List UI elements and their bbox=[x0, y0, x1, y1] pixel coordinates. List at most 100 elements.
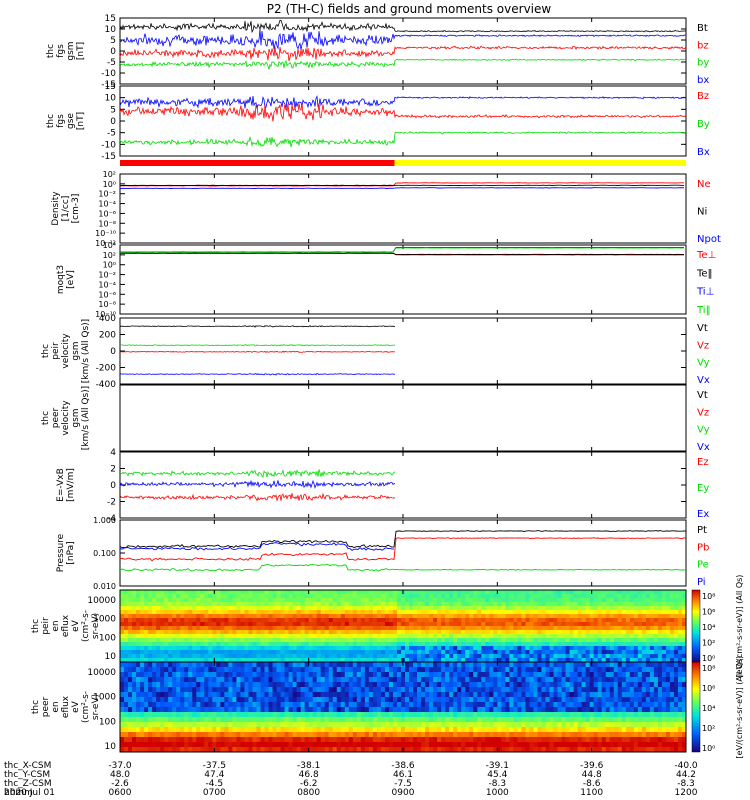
spectrogram-cell bbox=[168, 622, 173, 627]
spectrogram-cell bbox=[172, 590, 177, 595]
spectrogram-cell bbox=[260, 642, 265, 647]
spectrogram-cell bbox=[445, 727, 450, 733]
spectrogram-cell bbox=[212, 606, 217, 611]
spectrogram-cell bbox=[633, 646, 639, 651]
spectrogram-cell bbox=[613, 722, 619, 728]
spectrogram-cell bbox=[441, 702, 446, 708]
spectrogram-cell bbox=[465, 618, 470, 623]
spectrogram-cell bbox=[284, 602, 289, 607]
spectrogram-cell bbox=[388, 622, 394, 627]
spectrogram-cell bbox=[252, 646, 257, 651]
spectrogram-cell bbox=[228, 614, 233, 619]
spectrogram-cell bbox=[461, 722, 466, 728]
spectrogram-cell bbox=[276, 732, 281, 738]
spectrogram-cell bbox=[304, 594, 310, 599]
spectrogram-cell bbox=[449, 618, 454, 623]
spectrogram-cell bbox=[372, 646, 378, 651]
spectrogram-cell bbox=[477, 590, 482, 595]
spectrogram-cell bbox=[260, 630, 265, 635]
spectrogram-cell bbox=[344, 610, 350, 615]
spectrogram-cell bbox=[421, 594, 426, 599]
spectrogram-cell bbox=[469, 638, 474, 643]
spectrogram-cell bbox=[553, 727, 558, 733]
spectrogram-cell bbox=[260, 677, 265, 683]
spectrogram-cell bbox=[581, 634, 587, 639]
spectrogram-cell bbox=[372, 672, 378, 678]
spectrogram-cell bbox=[264, 606, 269, 611]
spectrogram-cell bbox=[164, 658, 169, 663]
spectrogram-cell bbox=[517, 717, 522, 723]
spectrogram-cell bbox=[148, 650, 153, 655]
spectrogram-cell bbox=[653, 626, 659, 631]
spectrogram-cell bbox=[208, 727, 213, 733]
spectrogram-cell bbox=[368, 727, 374, 733]
spectrogram-cell bbox=[525, 707, 530, 713]
spectrogram-cell bbox=[316, 622, 322, 627]
y-tick-label: -4 bbox=[107, 514, 116, 524]
spectrogram-cell bbox=[513, 667, 518, 673]
spectrogram-cell bbox=[236, 672, 241, 678]
y-axis-label: velocity bbox=[61, 400, 71, 436]
spectrogram-cell bbox=[400, 677, 406, 683]
spectrogram-cell bbox=[673, 717, 679, 723]
spectrogram-cell bbox=[392, 634, 398, 639]
spectrogram-cell bbox=[144, 622, 149, 627]
spectrogram-cell bbox=[609, 692, 615, 698]
spectrogram-cell bbox=[505, 702, 510, 708]
spectrogram-cell bbox=[637, 662, 643, 668]
colorbar-tick-label: 10⁰ bbox=[702, 654, 715, 663]
spectrogram-cell bbox=[392, 672, 398, 678]
y-tick-label: 10⁻¹⁰ bbox=[95, 310, 116, 319]
spectrogram-cell bbox=[172, 702, 177, 708]
spectrogram-cell bbox=[673, 707, 679, 713]
spectrogram-cell bbox=[553, 614, 558, 619]
spectrogram-cell bbox=[481, 618, 486, 623]
spectrogram-cell bbox=[376, 677, 382, 683]
spectrogram-cell bbox=[152, 732, 157, 738]
spectrogram-cell bbox=[372, 622, 378, 627]
spectrogram-cell bbox=[284, 650, 289, 655]
spectrogram-cell bbox=[633, 687, 639, 693]
spectrogram-cell bbox=[292, 717, 298, 723]
spectrogram-cell bbox=[132, 630, 137, 635]
spectrogram-cell bbox=[120, 618, 125, 623]
spectrogram-cell bbox=[561, 642, 566, 647]
spectrogram-cell bbox=[292, 687, 298, 693]
spectrogram-cell bbox=[368, 602, 374, 607]
spectrogram-cell bbox=[561, 618, 566, 623]
spectrogram-cell bbox=[509, 606, 514, 611]
spectrogram-cell bbox=[372, 638, 378, 643]
spectrogram-cell bbox=[228, 646, 233, 651]
spectrogram-cell bbox=[673, 702, 679, 708]
spectrogram-cell bbox=[284, 732, 289, 738]
spectrogram-cell bbox=[493, 722, 498, 728]
spectrogram-cell bbox=[140, 602, 145, 607]
spectrogram-cell bbox=[669, 598, 675, 603]
spectrogram-cell bbox=[312, 622, 318, 627]
spectrogram-cell bbox=[521, 618, 526, 623]
spectrogram-cell bbox=[625, 598, 631, 603]
spectrogram-cell bbox=[400, 598, 406, 603]
spectrogram-cell bbox=[376, 662, 382, 668]
spectrogram-cell bbox=[629, 594, 635, 599]
spectrogram-cell bbox=[252, 630, 257, 635]
spectrogram-cell bbox=[308, 606, 314, 611]
spectrogram-cell bbox=[585, 606, 591, 611]
spectrogram-cell bbox=[356, 638, 362, 643]
legend-entry: Ne bbox=[697, 179, 711, 190]
spectrogram-cell bbox=[617, 634, 623, 639]
spectrogram-cell bbox=[268, 667, 273, 673]
spectrogram-cell bbox=[641, 692, 647, 698]
spectrogram-cell bbox=[565, 630, 570, 635]
spectrogram-cell bbox=[312, 722, 318, 728]
spectrogram-cell bbox=[240, 606, 245, 611]
spectrogram-cell bbox=[352, 626, 358, 631]
spectrogram-cell bbox=[573, 606, 579, 611]
spectrogram-cell bbox=[212, 634, 217, 639]
spectrogram-cell bbox=[517, 642, 522, 647]
spectrogram-cell bbox=[204, 687, 209, 693]
spectrogram-cell bbox=[681, 622, 687, 627]
spectrogram-cell bbox=[200, 717, 205, 723]
spectrogram-cell bbox=[320, 646, 326, 651]
spectrogram-cell bbox=[509, 697, 514, 703]
